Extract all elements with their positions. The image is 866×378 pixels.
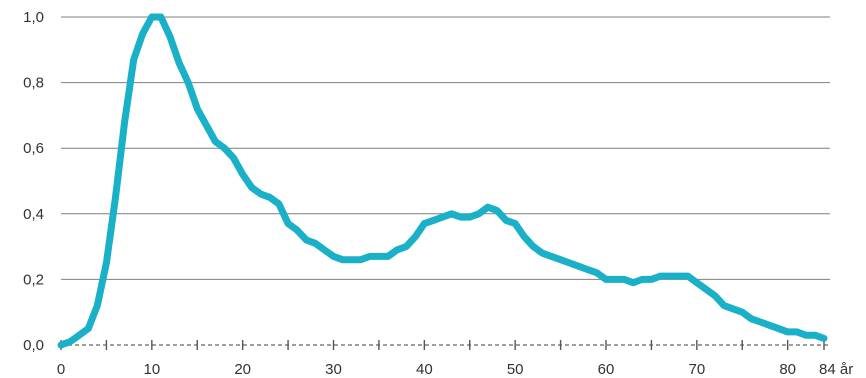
x-axis — [60, 340, 830, 350]
x-tick-label: 70 — [688, 361, 705, 378]
x-axis-tick-labels: 0 10 20 30 40 50 60 70 80 84 år — [57, 361, 853, 378]
x-tick-label: 50 — [507, 361, 524, 378]
y-tick-label: 0,2 — [23, 271, 44, 288]
y-tick-label: 1,0 — [23, 9, 44, 26]
x-tick-label: 80 — [779, 361, 796, 378]
y-axis-tick-labels: 0,0 0,2 0,4 0,6 0,8 1,0 — [23, 9, 44, 354]
x-tick-label: 0 — [57, 361, 65, 378]
y-tick-label: 0,0 — [23, 337, 44, 354]
y-tick-label: 0,4 — [23, 206, 44, 223]
x-tick-label: 30 — [325, 361, 342, 378]
x-tick-label: 40 — [416, 361, 433, 378]
y-tick-label: 0,6 — [23, 140, 44, 157]
y-tick-label: 0,8 — [23, 75, 44, 92]
x-tick-label: 20 — [234, 361, 251, 378]
series-layer — [57, 13, 828, 349]
x-tick-label: 60 — [598, 361, 615, 378]
series-line — [57, 13, 828, 349]
x-tick-label: 10 — [143, 361, 160, 378]
x-tick-label: 84 år — [819, 361, 853, 378]
